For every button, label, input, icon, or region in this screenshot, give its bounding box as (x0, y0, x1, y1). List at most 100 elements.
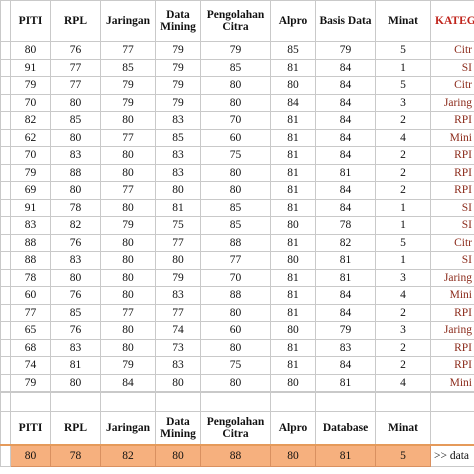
column-header: Database (315, 411, 376, 446)
cell: 81 (270, 338, 316, 357)
cell: 80 (100, 321, 156, 340)
cell (0, 392, 11, 412)
data-row: 78 80 80 79 70 81 81 3 Jaring (0, 268, 474, 287)
cell: 79 (315, 41, 376, 60)
cell (430, 411, 474, 446)
cell: 88 (10, 251, 51, 270)
cell: 88 (200, 286, 271, 305)
cell: 79 (10, 163, 51, 182)
cell: Citr (430, 233, 474, 252)
input-cell: 82 (100, 444, 156, 467)
input-cell: 80 (270, 444, 316, 467)
column-header: Alpro (270, 411, 316, 446)
column-header: KATEG (430, 0, 474, 42)
cell: 85 (50, 111, 101, 130)
cell: 79 (100, 93, 156, 112)
cell: 80 (200, 93, 271, 112)
cell: 81 (315, 268, 376, 287)
cell: 75 (200, 146, 271, 165)
cell: 81 (315, 251, 376, 270)
cell: 75 (155, 216, 201, 235)
cell: RPI (430, 163, 474, 182)
cell: 81 (315, 163, 376, 182)
cell (0, 268, 11, 287)
cell: 1 (375, 216, 431, 235)
cell: 2 (375, 356, 431, 375)
cell: 81 (155, 198, 201, 217)
cell: 85 (270, 41, 316, 60)
cell (0, 411, 11, 446)
column-header: Pengolahan Citra (200, 411, 271, 446)
cell: 77 (100, 41, 156, 60)
cell: 2 (375, 111, 431, 130)
cell: 77 (10, 303, 51, 322)
cell: SI (430, 58, 474, 77)
cell: 70 (10, 93, 51, 112)
cell: 84 (315, 146, 376, 165)
cell: 4 (375, 286, 431, 305)
cell: 2 (375, 338, 431, 357)
cell: 80 (100, 163, 156, 182)
cell: 81 (270, 198, 316, 217)
cell: 81 (270, 163, 316, 182)
cell: 81 (270, 111, 316, 130)
cell: 80 (270, 321, 316, 340)
column-header: PITI (10, 411, 51, 446)
cell: 3 (375, 93, 431, 112)
cell: 84 (315, 181, 376, 200)
cell: 80 (100, 198, 156, 217)
cell: Mini (430, 286, 474, 305)
column-header: Jaringan (100, 411, 156, 446)
cell: 84 (270, 93, 316, 112)
header-row: PITI RPL Jaringan Data Mining Pengolahan Cit… (0, 411, 474, 446)
cell: 91 (10, 198, 51, 217)
cell: 70 (10, 146, 51, 165)
column-header: Alpro (270, 0, 316, 42)
cell: 78 (50, 198, 101, 217)
column-header: Minat (375, 411, 431, 446)
cell: 79 (155, 93, 201, 112)
cell: 62 (10, 128, 51, 147)
cell: 80 (50, 181, 101, 200)
cell: 81 (270, 286, 316, 305)
cell: 80 (200, 373, 271, 392)
cell: 84 (315, 58, 376, 77)
column-header: Data Mining (155, 411, 201, 446)
cell: 79 (100, 216, 156, 235)
data-row: 79 88 80 83 80 81 81 2 RPI (0, 163, 474, 182)
cell: 2 (375, 163, 431, 182)
data-row: 74 81 79 83 75 81 84 2 RPI (0, 356, 474, 375)
cell: 81 (270, 356, 316, 375)
cell: 1 (375, 198, 431, 217)
cell: 60 (200, 321, 271, 340)
cell: RPI (430, 356, 474, 375)
cell: 82 (10, 111, 51, 130)
cell: 80 (200, 181, 271, 200)
cell: 80 (50, 128, 101, 147)
column-header: Pengolahan Citra (200, 0, 271, 42)
cell: 80 (10, 41, 51, 60)
cell: 4 (375, 373, 431, 392)
cell (0, 0, 11, 42)
cell: 84 (315, 356, 376, 375)
cell: 80 (270, 216, 316, 235)
cell: 79 (10, 76, 51, 95)
cell: 80 (50, 93, 101, 112)
cell: 2 (375, 146, 431, 165)
cell: Citr (430, 41, 474, 60)
column-header: RPL (50, 0, 101, 42)
column-header: PITI (10, 0, 51, 42)
cell (0, 93, 11, 112)
cell: RPI (430, 303, 474, 322)
cell (0, 444, 11, 467)
cell (10, 392, 51, 412)
cell: Mini (430, 128, 474, 147)
cell: 88 (10, 233, 51, 252)
cell: 79 (155, 41, 201, 60)
cell (0, 181, 11, 200)
cell: 76 (50, 233, 101, 252)
cell: 88 (200, 233, 271, 252)
data-row: 79 77 79 79 80 80 84 5 Citr (0, 76, 474, 95)
cell: 77 (155, 233, 201, 252)
